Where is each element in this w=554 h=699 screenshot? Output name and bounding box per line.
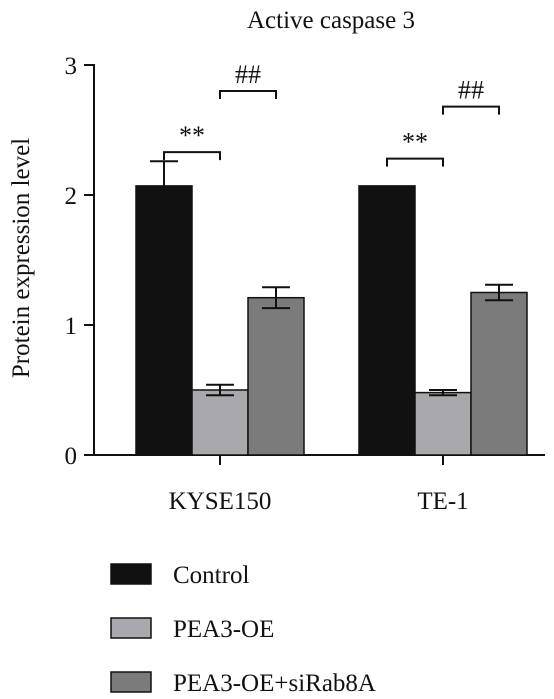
bar xyxy=(470,291,528,456)
significance-bracket xyxy=(442,105,500,115)
significance-bracket xyxy=(163,151,221,161)
significance-bracket xyxy=(386,157,444,167)
significance-label: ** xyxy=(402,128,428,157)
bar xyxy=(191,389,249,456)
bars xyxy=(135,160,528,456)
significance-label: ## xyxy=(458,76,484,105)
bar xyxy=(247,296,305,456)
legend-swatch xyxy=(110,671,152,693)
legend: Control PEA3-OE PEA3-OE+siRab8A xyxy=(110,562,376,697)
legend-label: Control xyxy=(173,562,249,589)
y-tick-label: 0 xyxy=(65,443,78,470)
significance-annotations: ** ## ** ## xyxy=(163,60,500,167)
significance-bracket xyxy=(219,90,277,99)
y-tick-label: 1 xyxy=(65,313,78,340)
bar xyxy=(358,185,416,456)
x-tick-label: KYSE150 xyxy=(169,488,272,515)
y-axis-label: Protein expression level xyxy=(8,138,35,378)
chart-title: Active caspase 3 xyxy=(247,7,415,34)
y-tick-label: 2 xyxy=(65,183,78,210)
bar xyxy=(135,185,193,456)
x-tick-label: TE-1 xyxy=(417,488,468,515)
y-tick-label: 3 xyxy=(65,53,78,80)
legend-label: PEA3-OE+siRab8A xyxy=(173,670,376,697)
legend-label: PEA3-OE xyxy=(173,616,274,643)
legend-swatch xyxy=(110,617,152,639)
significance-label: ** xyxy=(179,121,205,150)
legend-swatch xyxy=(110,563,152,585)
bar xyxy=(414,391,472,456)
significance-label: ## xyxy=(235,60,261,89)
